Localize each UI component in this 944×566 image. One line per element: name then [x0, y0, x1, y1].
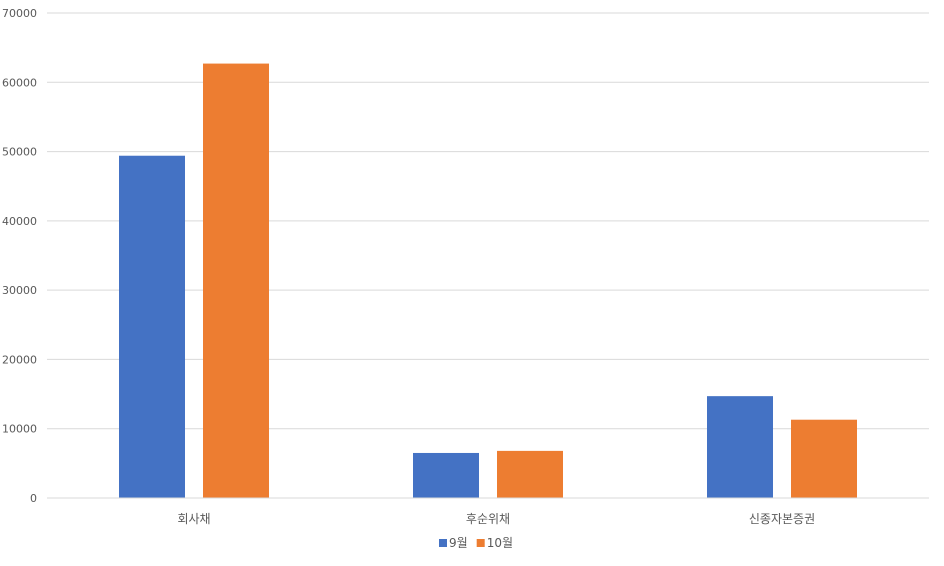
- bar: [119, 155, 185, 498]
- bar: [497, 450, 563, 498]
- y-tick-label: 70000: [2, 7, 37, 20]
- y-tick-label: 40000: [2, 215, 37, 228]
- y-tick-label: 30000: [2, 284, 37, 297]
- legend: 9월 10월: [439, 536, 513, 550]
- y-tick-label: 0: [30, 492, 37, 505]
- x-category-label: 회사채: [177, 512, 210, 526]
- bar: [413, 452, 479, 498]
- legend-swatch: [439, 539, 447, 547]
- bar: [791, 419, 857, 498]
- y-axis-tick-labels: 0 10000 20000 30000 40000 50000 60000 70000: [2, 7, 37, 505]
- bars: [119, 63, 857, 498]
- y-tick-label: 60000: [2, 76, 37, 89]
- x-category-label: 후순위채: [466, 512, 510, 526]
- legend-label: 9월: [449, 536, 468, 550]
- legend-label: 10월: [487, 536, 513, 550]
- x-category-label: 신종자본증권: [749, 512, 815, 526]
- legend-swatch: [476, 539, 485, 547]
- gridlines: [47, 12, 929, 430]
- y-tick-label: 20000: [2, 353, 37, 366]
- x-axis-category-labels: 회사채 후순위채 신종자본증권: [177, 512, 815, 526]
- bar: [203, 63, 269, 498]
- y-tick-label: 50000: [2, 146, 37, 159]
- y-tick-label: 10000: [2, 423, 37, 436]
- bar: [707, 396, 773, 498]
